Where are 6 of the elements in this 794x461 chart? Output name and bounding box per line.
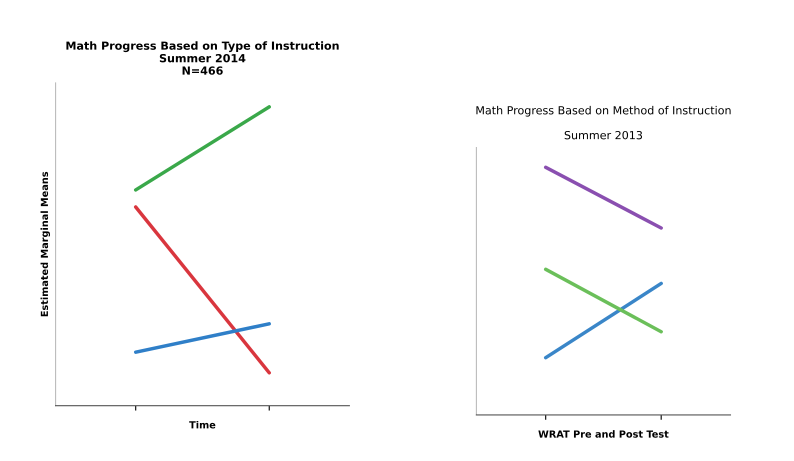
x-axis-title: WRAT Pre and Post Test (538, 430, 669, 438)
chart-title: Math Progress Based on Type of Instruction Summer 2014 N=466 (66, 41, 339, 75)
chart-title: Math Progress Based on Method of Instruction (476, 106, 731, 117)
y-axis-title: Estimated Marginal Means (40, 172, 50, 316)
x-axis-title: Time (189, 420, 216, 428)
chart-subtitle: Summer 2013 (564, 130, 642, 140)
